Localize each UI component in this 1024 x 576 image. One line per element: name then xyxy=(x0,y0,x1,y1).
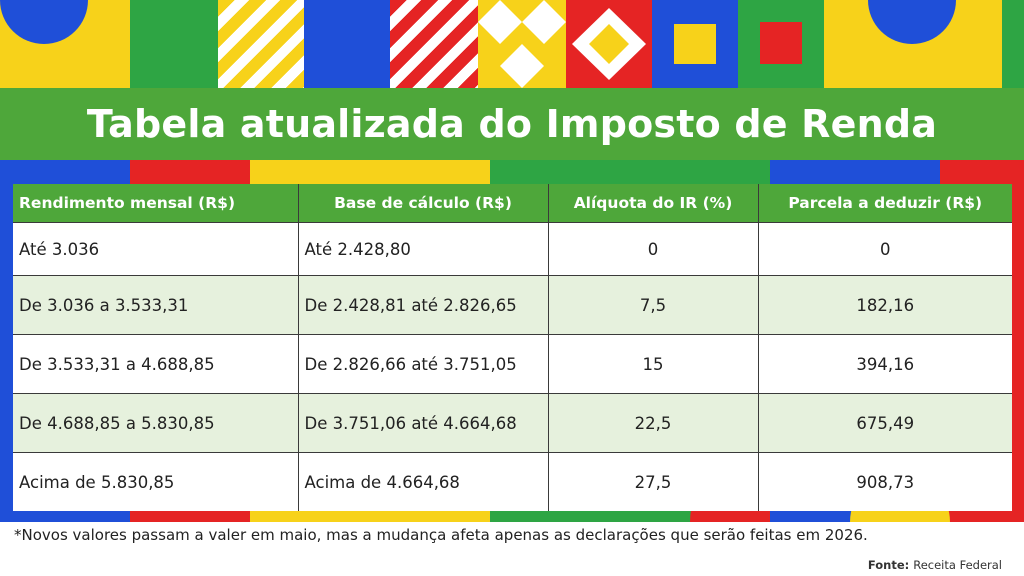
table-cell: Até 2.428,80 xyxy=(298,222,549,276)
column-header: Base de cálculo (R$) xyxy=(298,184,549,223)
table-cell: 15 xyxy=(548,334,759,394)
banner-tile-circle xyxy=(824,0,1002,88)
half-circle-shape xyxy=(868,0,956,44)
table-cell: 27,5 xyxy=(548,452,759,511)
table-row: De 3.036 a 3.533,31 De 2.428,81 até 2.82… xyxy=(13,275,1012,335)
table-row: De 3.533,31 a 4.688,85 De 2.826,66 até 3… xyxy=(13,334,1012,394)
table-cell: Acima de 5.830,85 xyxy=(13,452,299,511)
table-cell: De 2.428,81 até 2.826,65 xyxy=(298,275,549,335)
column-header: Parcela a deduzir (R$) xyxy=(758,184,1012,223)
banner-tile-diamonds xyxy=(478,0,566,88)
diamond-pattern-shape xyxy=(478,0,566,88)
tax-table-container: Rendimento mensal (R$) Base de cálculo (… xyxy=(13,184,1012,511)
table-cell: 0 xyxy=(548,222,759,276)
table-cell: 22,5 xyxy=(548,393,759,453)
table-header-row: Rendimento mensal (R$) Base de cálculo (… xyxy=(13,184,1012,223)
banner-tile-blue xyxy=(304,0,390,88)
table-cell: 182,16 xyxy=(758,275,1012,335)
table-cell: 0 xyxy=(758,222,1012,276)
column-header: Rendimento mensal (R$) xyxy=(13,184,299,223)
table-cell: De 3.751,06 até 4.664,68 xyxy=(298,393,549,453)
footnote: *Novos valores passam a valer em maio, m… xyxy=(14,526,868,544)
square-shape xyxy=(674,24,716,64)
decorative-banner xyxy=(0,0,1024,88)
table-cell: De 2.826,66 até 3.751,05 xyxy=(298,334,549,394)
tax-table: Rendimento mensal (R$) Base de cálculo (… xyxy=(13,184,1012,511)
page-title: Tabela atualizada do Imposto de Renda xyxy=(86,102,938,146)
banner-tile-green xyxy=(130,0,218,88)
table-row: Acima de 5.830,85 Acima de 4.664,68 27,5… xyxy=(13,452,1012,511)
table-cell: 394,16 xyxy=(758,334,1012,394)
source-credit: Fonte: Receita Federal xyxy=(868,558,1002,572)
source-label: Fonte: xyxy=(867,558,910,572)
table-row: Até 3.036 Até 2.428,80 0 0 xyxy=(13,222,1012,276)
table-cell: 908,73 xyxy=(758,452,1012,511)
table-cell: De 3.533,31 a 4.688,85 xyxy=(13,334,299,394)
banner-tile-stripes-yellow xyxy=(218,0,304,88)
square-shape xyxy=(760,22,802,64)
table-cell: Acima de 4.664,68 xyxy=(298,452,549,511)
table-cell: De 3.036 a 3.533,31 xyxy=(13,275,299,335)
table-cell: 7,5 xyxy=(548,275,759,335)
banner-tile-square-red xyxy=(738,0,824,88)
banner-tile-square-yellow xyxy=(652,0,738,88)
banner-tile-nested-diamond xyxy=(566,0,652,88)
nested-diamond-shape xyxy=(572,8,646,80)
column-header: Alíquota do IR (%) xyxy=(548,184,759,223)
table-cell: 675,49 xyxy=(758,393,1012,453)
title-bar: Tabela atualizada do Imposto de Renda xyxy=(0,88,1024,160)
source-value: Receita Federal xyxy=(913,558,1002,572)
table-cell: Até 3.036 xyxy=(13,222,299,276)
banner-tile-green xyxy=(1002,0,1024,88)
banner-tile-circle xyxy=(0,0,130,88)
banner-tile-stripes-red xyxy=(390,0,478,88)
table-row: De 4.688,85 a 5.830,85 De 3.751,06 até 4… xyxy=(13,393,1012,453)
table-cell: De 4.688,85 a 5.830,85 xyxy=(13,393,299,453)
half-circle-shape xyxy=(0,0,88,44)
